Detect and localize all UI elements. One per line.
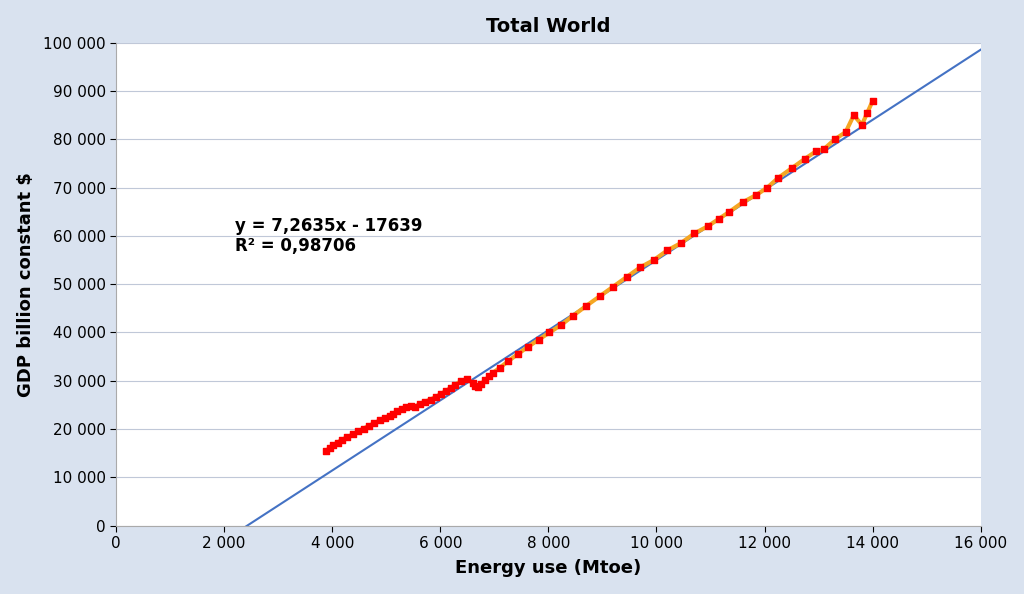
Point — [459, 375, 475, 384]
Point — [749, 190, 765, 200]
Point — [350, 426, 367, 436]
Point — [673, 238, 689, 248]
Point — [422, 395, 438, 405]
Point — [322, 443, 338, 453]
Point — [864, 96, 881, 106]
Point — [394, 405, 411, 414]
Point — [355, 424, 372, 433]
Point — [846, 110, 862, 120]
Point — [330, 438, 346, 447]
Point — [325, 440, 341, 450]
Point — [407, 402, 423, 412]
Y-axis label: GDP billion constant $: GDP billion constant $ — [16, 172, 35, 397]
Point — [473, 379, 489, 388]
Point — [838, 127, 854, 137]
Point — [770, 173, 786, 183]
Point — [686, 229, 702, 238]
Point — [605, 282, 622, 291]
Point — [402, 401, 419, 410]
Point — [412, 399, 428, 409]
Point — [500, 356, 516, 366]
Point — [735, 197, 752, 207]
Point — [783, 163, 800, 173]
Point — [509, 349, 525, 359]
Point — [659, 246, 676, 255]
Point — [389, 406, 406, 416]
Point — [442, 383, 459, 393]
Point — [645, 255, 662, 265]
Point — [553, 321, 569, 330]
Point — [565, 311, 582, 320]
Point — [467, 381, 483, 390]
Point — [721, 207, 737, 216]
Point — [454, 376, 470, 386]
Point — [797, 154, 813, 163]
Point — [632, 263, 648, 272]
Point — [381, 411, 397, 421]
Point — [344, 429, 360, 439]
Point — [485, 368, 502, 377]
Point — [699, 222, 716, 231]
Point — [428, 392, 444, 402]
Point — [465, 378, 481, 388]
Point — [377, 413, 393, 423]
Point — [816, 144, 833, 154]
Point — [592, 292, 608, 301]
Point — [618, 272, 635, 282]
Text: y = 7,2635x - 17639
R² = 0,98706: y = 7,2635x - 17639 R² = 0,98706 — [234, 217, 423, 255]
Point — [492, 363, 508, 372]
Point — [480, 372, 497, 381]
Point — [854, 120, 870, 129]
Point — [808, 147, 824, 156]
Point — [859, 108, 876, 118]
Point — [530, 335, 547, 345]
Point — [360, 421, 377, 431]
Point — [470, 382, 486, 391]
Point — [334, 435, 350, 444]
Point — [398, 403, 415, 412]
Point — [437, 386, 454, 396]
Point — [339, 432, 355, 442]
Point — [318, 446, 335, 456]
Point — [433, 389, 450, 399]
Title: Total World: Total World — [486, 17, 610, 36]
Point — [372, 416, 388, 425]
Point — [711, 214, 727, 224]
Point — [367, 419, 383, 428]
Point — [542, 328, 558, 337]
Point — [385, 409, 401, 418]
Point — [519, 342, 536, 352]
Point — [417, 397, 433, 406]
Point — [578, 301, 594, 311]
Point — [759, 183, 775, 192]
Point — [826, 135, 843, 144]
Point — [447, 380, 464, 389]
Point — [477, 375, 494, 385]
X-axis label: Energy use (Mtoe): Energy use (Mtoe) — [456, 560, 641, 577]
